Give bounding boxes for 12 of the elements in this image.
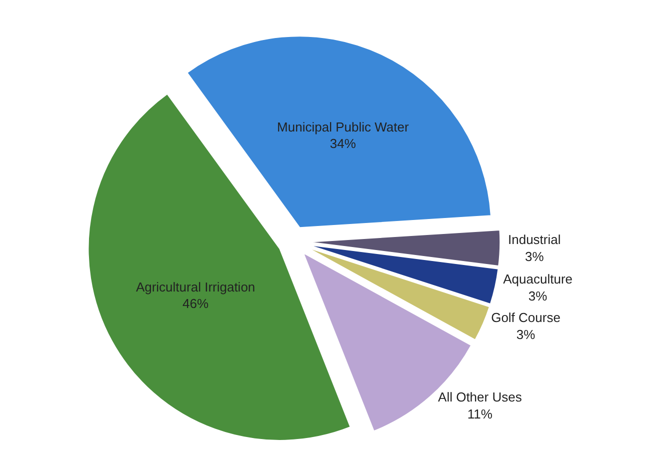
- data-label: 3%: [516, 327, 536, 342]
- slice-label: Agricultural Irrigation: [136, 279, 256, 294]
- slice-label: Aquaculture: [503, 271, 573, 286]
- data-label: 3%: [528, 288, 548, 304]
- data-label: 46%: [182, 296, 209, 312]
- slice-label: Municipal Public Water: [277, 119, 410, 134]
- slice-label: Golf Course: [491, 310, 560, 326]
- data-label: 11%: [467, 406, 493, 422]
- slice-label: All Other Uses: [438, 390, 522, 405]
- data-label: 34%: [330, 136, 356, 152]
- data-label: 3%: [524, 248, 544, 264]
- slice-label: Industrial: [508, 232, 561, 248]
